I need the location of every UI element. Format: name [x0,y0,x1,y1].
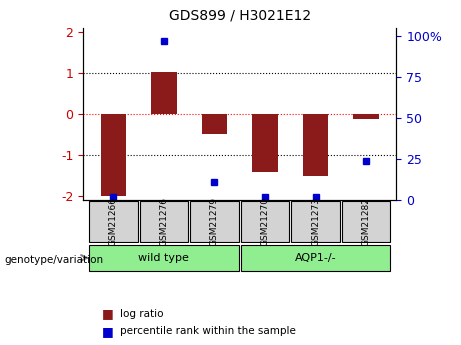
FancyBboxPatch shape [89,245,239,271]
Title: GDS899 / H3021E12: GDS899 / H3021E12 [169,8,311,22]
Text: GSM21279: GSM21279 [210,197,219,246]
Text: percentile rank within the sample: percentile rank within the sample [120,326,296,336]
Bar [202,114,227,135]
FancyBboxPatch shape [241,245,390,271]
Text: ■: ■ [101,307,113,321]
Text: AQP1-/-: AQP1-/- [295,253,337,263]
Text: GSM21282: GSM21282 [361,197,371,246]
FancyBboxPatch shape [291,201,340,242]
FancyBboxPatch shape [140,201,188,242]
FancyBboxPatch shape [89,201,137,242]
Bar [100,114,126,196]
Bar [354,114,379,119]
FancyBboxPatch shape [190,201,239,242]
Bar [151,72,177,114]
Text: GSM21276: GSM21276 [160,197,168,246]
Text: log ratio: log ratio [120,309,163,319]
FancyBboxPatch shape [342,201,390,242]
Text: wild type: wild type [138,253,189,263]
Text: GSM21266: GSM21266 [109,197,118,246]
Text: ■: ■ [101,325,113,338]
Bar [252,114,278,172]
Bar [303,114,328,176]
Text: GSM21270: GSM21270 [260,197,270,246]
Text: genotype/variation: genotype/variation [5,256,104,265]
FancyBboxPatch shape [241,201,289,242]
Text: GSM21273: GSM21273 [311,197,320,246]
